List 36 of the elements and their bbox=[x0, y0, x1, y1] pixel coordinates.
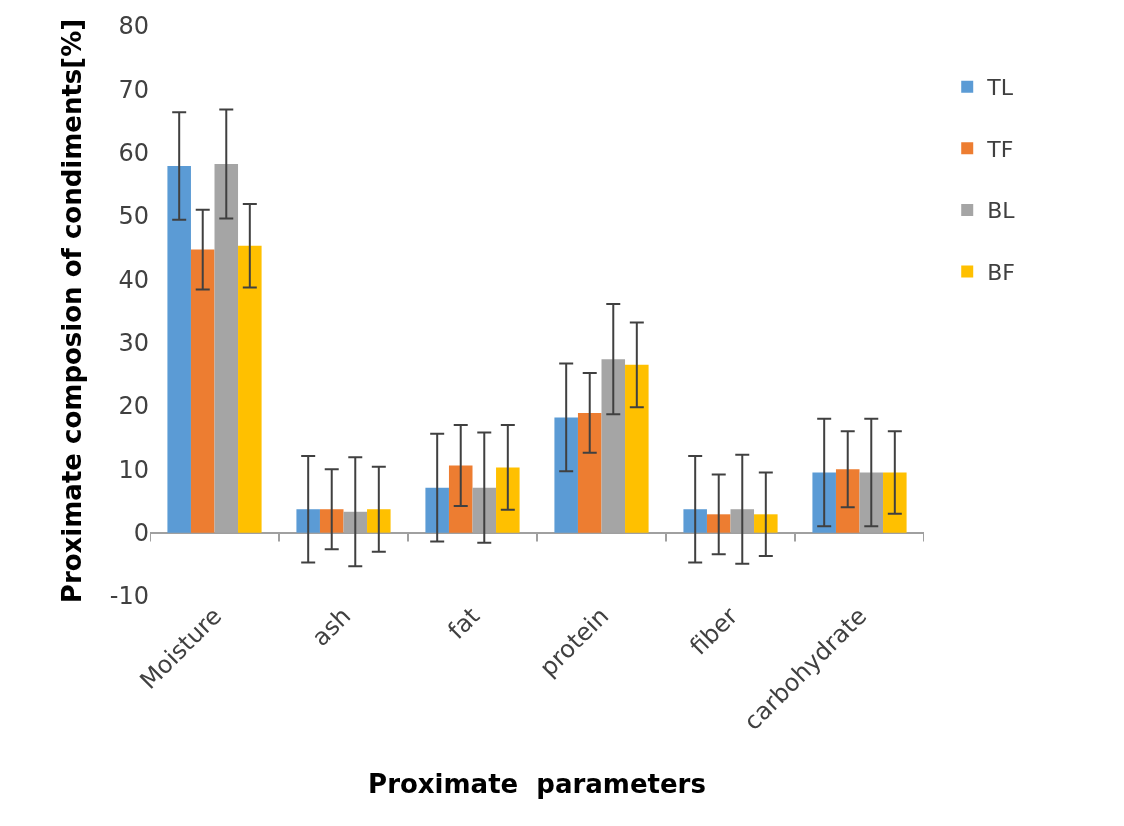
legend-label: TF bbox=[986, 136, 1014, 162]
y-tick-label: 60 bbox=[118, 139, 149, 168]
bar bbox=[190, 249, 215, 533]
y-tick-label: 40 bbox=[118, 265, 149, 294]
bar bbox=[625, 364, 649, 533]
bar bbox=[496, 467, 520, 533]
bar bbox=[883, 472, 907, 533]
bar bbox=[319, 509, 344, 533]
y-tick-label: -10 bbox=[109, 582, 149, 611]
bar bbox=[238, 245, 262, 533]
bar bbox=[425, 487, 449, 533]
legend-label: BL bbox=[987, 198, 1016, 224]
y-tick-label: 70 bbox=[118, 75, 149, 104]
y-tick-label: 30 bbox=[118, 329, 149, 358]
x-axis-title: Proximate parameters bbox=[368, 769, 706, 800]
x-tick-label: fat bbox=[442, 601, 486, 645]
y-tick-label: 0 bbox=[133, 519, 149, 548]
bar bbox=[835, 469, 860, 533]
bar bbox=[448, 465, 473, 533]
bar bbox=[754, 514, 778, 533]
bar bbox=[706, 514, 731, 533]
y-axis-title: Proximate composion of condiments[%] bbox=[57, 18, 88, 604]
x-tick-label: ash bbox=[306, 601, 357, 652]
bar bbox=[812, 472, 836, 533]
y-tick-label: 80 bbox=[118, 12, 149, 41]
bar bbox=[167, 165, 191, 533]
bar bbox=[367, 509, 391, 533]
bar bbox=[296, 509, 320, 533]
legend-label: TL bbox=[986, 75, 1014, 101]
y-tick-label: 10 bbox=[118, 455, 149, 484]
bar bbox=[577, 412, 602, 533]
bar bbox=[554, 417, 578, 533]
bar bbox=[683, 509, 707, 533]
y-tick-label: 20 bbox=[118, 392, 149, 421]
legend-label: BF bbox=[987, 260, 1015, 286]
y-tick-label: 50 bbox=[118, 202, 149, 231]
